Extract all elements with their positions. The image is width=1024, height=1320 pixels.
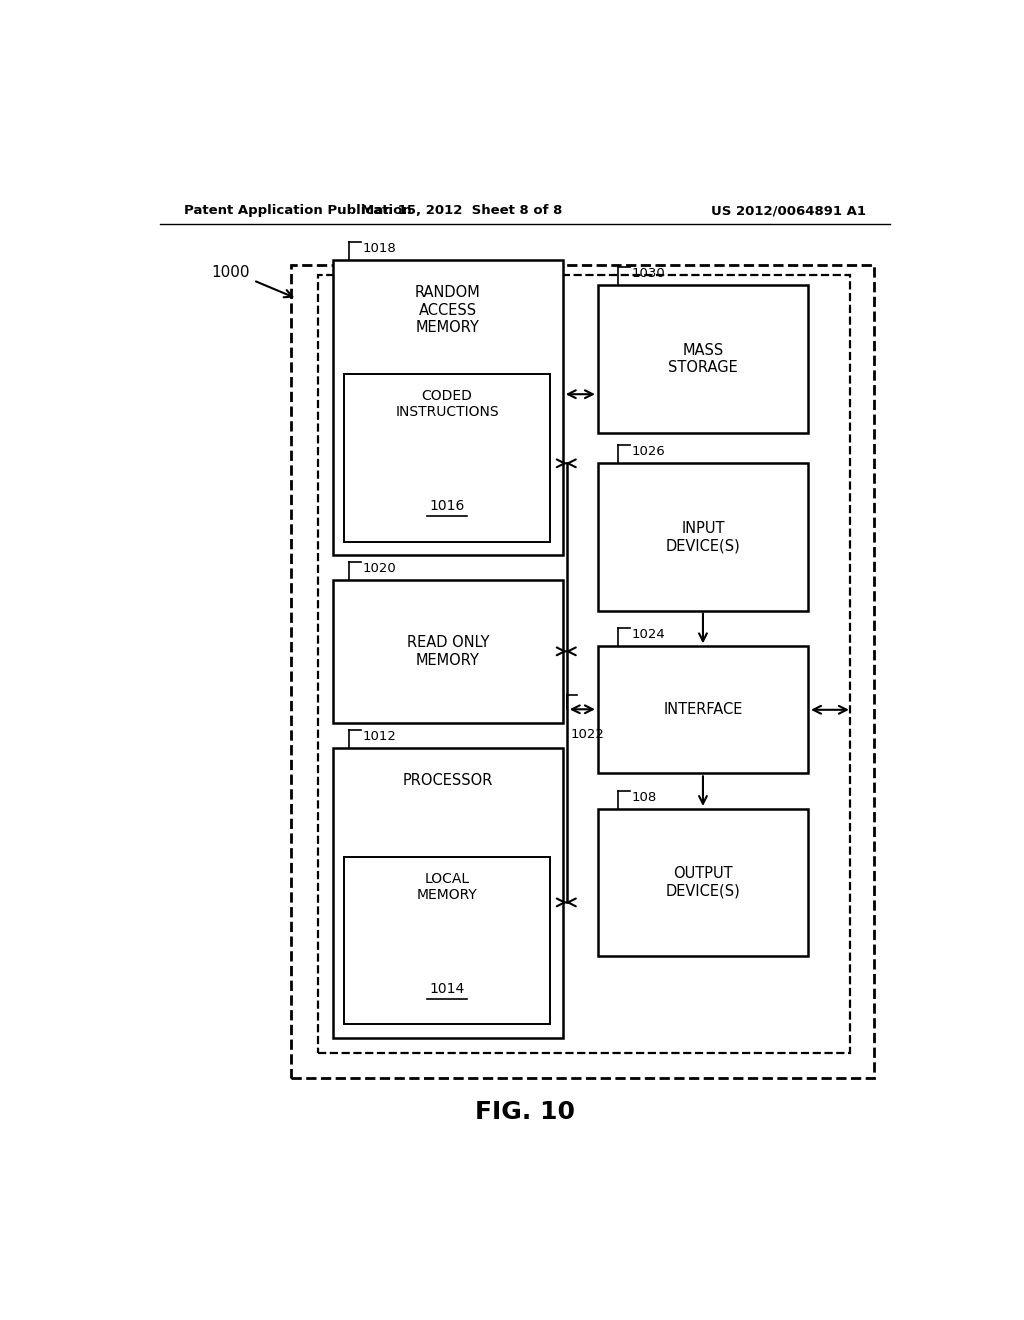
Bar [318,276,850,1053]
Bar [598,647,808,774]
Text: 1018: 1018 [362,242,396,255]
Text: INPUT
DEVICE(S): INPUT DEVICE(S) [666,521,740,553]
Text: INTERFACE: INTERFACE [664,702,742,717]
Text: MASS
STORAGE: MASS STORAGE [668,343,738,375]
Bar [344,857,550,1024]
Text: US 2012/0064891 A1: US 2012/0064891 A1 [711,205,866,216]
Text: RANDOM
ACCESS
MEMORY: RANDOM ACCESS MEMORY [415,285,480,335]
Bar [598,463,808,611]
Text: 108: 108 [632,791,657,804]
Text: 1020: 1020 [362,562,396,576]
Text: Mar. 15, 2012  Sheet 8 of 8: Mar. 15, 2012 Sheet 8 of 8 [360,205,562,216]
Text: Patent Application Publication: Patent Application Publication [183,205,412,216]
Bar [598,285,808,433]
Bar [333,581,563,722]
Bar [333,748,563,1038]
Text: OUTPUT
DEVICE(S): OUTPUT DEVICE(S) [666,866,740,899]
Text: 1026: 1026 [632,445,666,458]
Text: 1014: 1014 [429,982,465,995]
Text: READ ONLY
MEMORY: READ ONLY MEMORY [407,635,489,668]
Bar [333,260,563,554]
Text: 1012: 1012 [362,730,396,743]
Text: PROCESSOR: PROCESSOR [402,774,493,788]
Bar [344,374,550,541]
Text: 1024: 1024 [632,628,666,642]
Text: FIG. 10: FIG. 10 [475,1100,574,1123]
Bar [598,809,808,956]
Text: CODED
INSTRUCTIONS: CODED INSTRUCTIONS [395,389,499,420]
Text: 1000: 1000 [211,265,250,280]
Text: 1016: 1016 [429,499,465,513]
Text: LOCAL
MEMORY: LOCAL MEMORY [417,873,477,902]
Bar [291,265,874,1078]
Text: 1022: 1022 [570,727,605,741]
Text: 1030: 1030 [632,268,666,280]
